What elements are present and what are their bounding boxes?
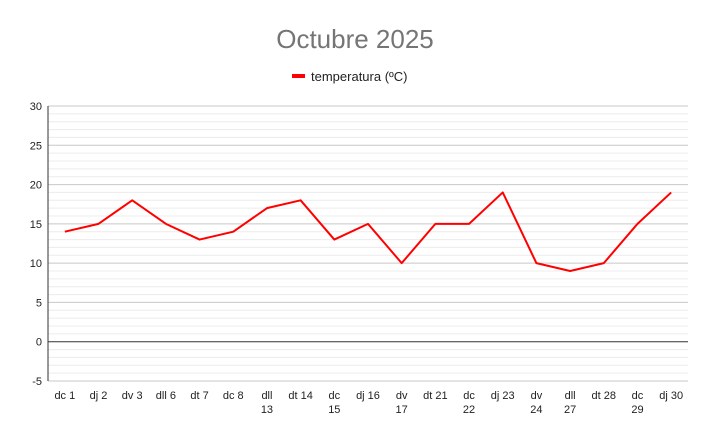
y-tick-label: 0: [36, 337, 42, 349]
x-tick-label: dt 7: [190, 390, 208, 402]
legend-label: temperatura (ºC): [311, 69, 408, 84]
legend-swatch: [292, 74, 305, 78]
y-tick-labels: -5 0 5 10 15 20 25 30: [30, 101, 42, 388]
y-tick-label: 10: [30, 258, 42, 270]
series: [64, 191, 672, 272]
x-tick-label: dll 27: [564, 390, 576, 416]
y-tick-label: -5: [32, 376, 42, 388]
y-tick-label: 5: [36, 297, 42, 309]
x-tick-label: dc 8: [223, 390, 244, 402]
axes: [47, 106, 688, 381]
x-tick-label: dc 15: [328, 390, 340, 416]
y-tick-label: 30: [30, 101, 42, 113]
legend: temperatura (ºC): [292, 69, 408, 84]
gridlines: [48, 105, 688, 382]
chart-title: Octubre 2025: [276, 24, 434, 54]
x-tick-label: dt 14: [288, 390, 312, 402]
x-tick-label: dll 13: [261, 390, 273, 416]
x-tick-label: dv 3: [122, 390, 143, 402]
x-tick-label: dj 2: [90, 390, 108, 402]
x-tick-label: dc 22: [463, 390, 475, 416]
x-tick-label: dj 16: [356, 390, 380, 402]
x-tick-label: dv 17: [396, 390, 408, 416]
x-tick-label: dv 24: [530, 390, 542, 416]
x-tick-label: dc 29: [631, 390, 643, 416]
y-tick-label: 15: [30, 219, 42, 231]
x-tick-label: dt 21: [423, 390, 447, 402]
x-tick-label: dj 23: [491, 390, 515, 402]
x-tick-label: dt 28: [592, 390, 616, 402]
x-tick-label: dc 1: [54, 390, 75, 402]
x-tick-label: dll 6: [156, 390, 176, 402]
y-tick-label: 20: [30, 180, 42, 192]
y-tick-label: 25: [30, 140, 42, 152]
x-tick-labels: dc 1 dj 2 dv 3 dll 6 dt 7 dc 8 dll 13 dt 14 dc 15 d…: [54, 390, 683, 416]
x-tick-label: dj 30: [659, 390, 683, 402]
